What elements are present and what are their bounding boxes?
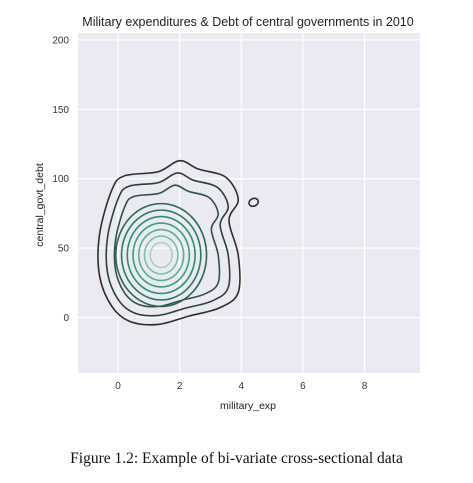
y-tick-label: 50 (58, 244, 70, 255)
y-tick-label: 0 (63, 313, 69, 324)
density-contour (97, 159, 241, 326)
density-contour (143, 235, 179, 275)
x-axis-label: military_exp (220, 400, 276, 412)
density-contour (113, 184, 221, 308)
y-tick-label: 100 (52, 174, 69, 185)
chart-title: Military expenditures & Debt of central … (82, 15, 413, 29)
contour-layer (97, 159, 260, 326)
y-tick-label: 150 (52, 105, 69, 116)
x-tick-label: 6 (300, 381, 306, 392)
kde-contour-chart: Military expenditures & Debt of central … (34, 15, 420, 412)
tick-labels: 0 2 4 6 8 0 50 100 150 200 (52, 35, 367, 392)
density-contour (149, 241, 173, 269)
density-contour (105, 172, 231, 317)
y-axis-label: central_govt_debt (34, 163, 46, 247)
density-contour (126, 215, 196, 295)
density-contour (115, 202, 208, 308)
y-tick-label: 200 (52, 35, 69, 46)
x-tick-label: 4 (239, 381, 245, 392)
density-contour (132, 222, 191, 288)
figure-caption: Figure 1.2: Example of bi-variate cross-… (70, 450, 403, 467)
density-contour (120, 209, 202, 301)
x-tick-label: 8 (362, 381, 368, 392)
x-tick-label: 0 (115, 381, 121, 392)
x-tick-label: 2 (177, 381, 183, 392)
grid-lines (78, 33, 420, 373)
secondary-mode-contour (248, 197, 260, 208)
density-contour (137, 228, 185, 282)
